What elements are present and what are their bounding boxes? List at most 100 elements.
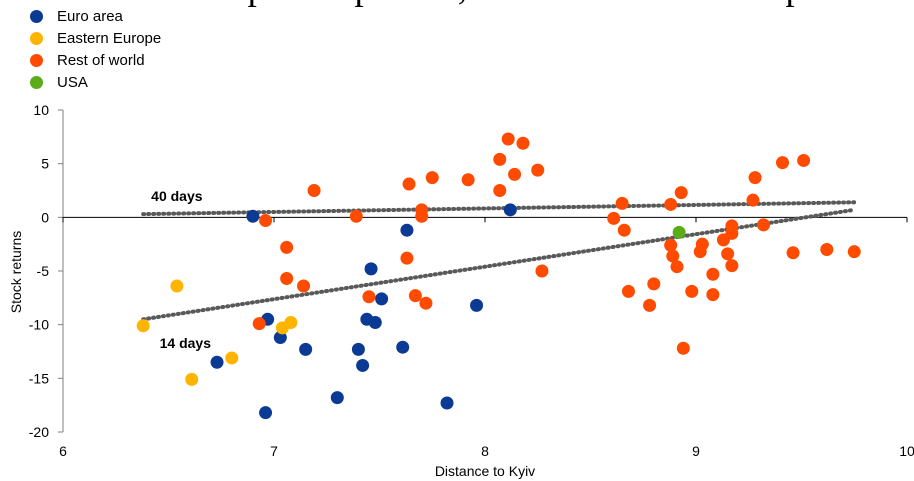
point-euro-area [396,340,410,354]
point-rest-of-world [664,197,678,211]
point-rest-of-world [666,249,680,263]
point-rest-of-world [617,223,631,237]
point-rest-of-world [695,237,709,251]
point-euro-area [470,298,484,312]
legend-label-rest-of-world: Rest of world [57,51,145,69]
point-rest-of-world [493,152,507,166]
y-tick-label: 10 [33,102,49,118]
x-tick-label: 7 [270,443,278,459]
point-eastern-europe [284,316,298,330]
point-euro-area [375,292,389,306]
point-euro-area [368,316,382,330]
point-rest-of-world [776,156,790,170]
legend-item-eastern-europe: Eastern Europe [30,27,161,49]
point-rest-of-world [508,167,522,181]
point-rest-of-world [415,209,429,223]
point-rest-of-world [670,260,684,274]
point-rest-of-world [280,272,294,286]
point-euro-area [299,342,313,356]
point-rest-of-world [757,218,771,232]
legend-label-usa: USA [57,73,88,91]
point-rest-of-world [685,284,699,298]
point-euro-area [273,331,287,345]
point-rest-of-world [706,288,720,302]
point-rest-of-world [746,193,760,207]
point-rest-of-world [786,246,800,260]
point-rest-of-world [748,171,762,185]
x-axis-title: Distance to Kyiv [435,463,535,479]
point-eastern-europe [136,319,150,333]
point-rest-of-world [516,136,530,150]
legend-marker-eastern-europe [30,31,43,45]
point-rest-of-world [847,245,861,259]
point-euro-area [259,406,273,420]
point-euro-area [356,358,370,372]
point-rest-of-world [252,317,266,331]
trendline-40-days [141,200,857,217]
point-rest-of-world [797,153,811,167]
legend-marker-rest-of-world [30,53,43,67]
point-rest-of-world [621,284,635,298]
y-tick-label: -5 [37,263,50,279]
point-eastern-europe [185,372,199,386]
point-rest-of-world [664,238,678,252]
point-rest-of-world [349,209,363,223]
point-rest-of-world [643,298,657,312]
point-eastern-europe [170,279,184,293]
legend-item-rest-of-world: Rest of world [30,49,161,71]
point-rest-of-world [501,132,515,146]
legend-item-euro-area: Euro area [30,5,161,27]
y-tick-label: -15 [29,370,49,386]
point-rest-of-world [493,184,507,197]
point-rest-of-world [408,289,422,303]
point-euro-area [246,209,260,223]
legend-label-eastern-europe: Eastern Europe [57,29,162,47]
point-rest-of-world [647,277,661,291]
trendline-14-days [141,207,857,322]
point-rest-of-world [461,173,475,187]
point-rest-of-world [402,177,416,191]
point-rest-of-world [607,211,621,225]
point-euro-area [330,391,344,405]
point-rest-of-world [400,251,414,265]
point-euro-area [351,342,365,356]
point-euro-area [440,396,454,410]
point-rest-of-world [280,240,294,254]
x-tick-label: 8 [481,443,489,459]
point-rest-of-world [362,290,376,304]
trendline-label-40-days: 40 days [151,188,203,204]
point-eastern-europe [225,351,239,365]
legend-marker-usa [30,75,43,89]
legend-label-euro-area: Euro area [57,7,123,25]
point-rest-of-world [615,196,629,210]
trendline-label-14-days: 14 days [160,335,212,351]
point-rest-of-world [676,341,690,355]
legend-item-usa: USA [30,71,161,93]
point-rest-of-world [425,171,439,185]
point-rest-of-world [307,184,321,197]
point-euro-area [400,223,414,237]
y-axis-title: Stock returns [8,231,24,313]
legend: Euro area Eastern Europe Rest of world U… [30,5,161,93]
point-euro-area [503,203,517,217]
point-rest-of-world [721,247,735,261]
x-tick-label: 10 [899,443,914,459]
point-rest-of-world [297,279,311,293]
y-tick-label: -10 [29,317,49,333]
point-rest-of-world [419,296,433,310]
point-usa [672,225,686,239]
legend-marker-euro-area [30,9,43,23]
point-euro-area [364,262,378,276]
point-rest-of-world [531,163,545,177]
x-tick-label: 9 [692,443,700,459]
point-rest-of-world [706,267,720,281]
point-rest-of-world [259,214,273,228]
cut-off-title: a Europe and partner, and the Eastern Eu… [150,0,820,9]
point-rest-of-world [725,219,739,233]
point-rest-of-world [674,186,688,200]
y-tick-label: 5 [41,156,49,172]
point-euro-area [210,355,224,369]
point-rest-of-world [820,243,834,257]
y-tick-label: 0 [41,209,49,225]
